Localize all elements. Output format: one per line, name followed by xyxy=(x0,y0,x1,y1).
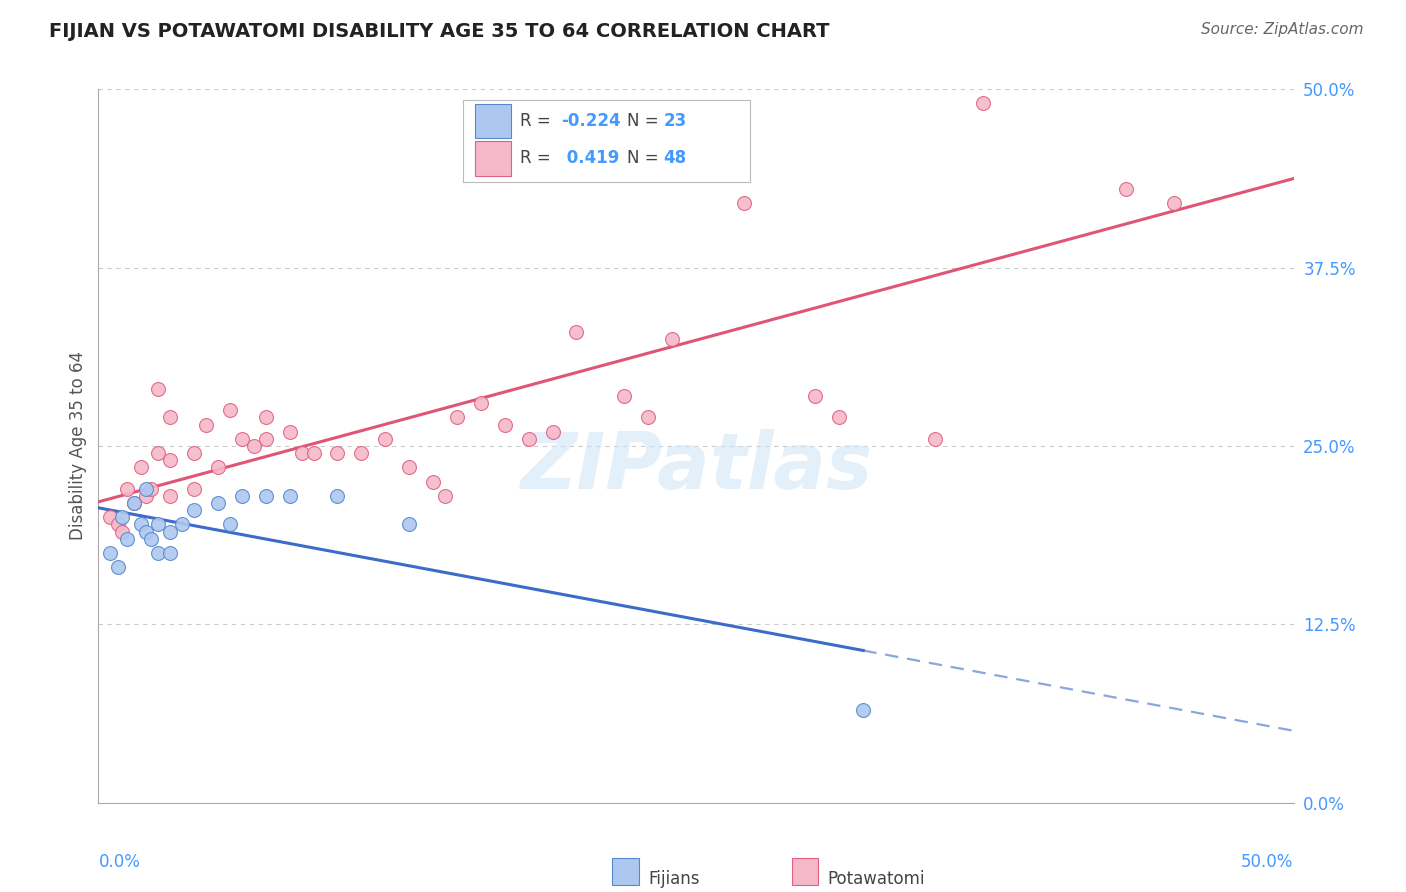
Point xyxy=(1163,196,1185,211)
Bar xyxy=(613,858,638,885)
Bar xyxy=(475,141,510,176)
Point xyxy=(302,446,325,460)
Point xyxy=(434,489,457,503)
Point xyxy=(98,510,122,524)
Point xyxy=(972,96,994,111)
Point xyxy=(350,446,373,460)
Point xyxy=(98,546,122,560)
Point xyxy=(159,546,181,560)
Point xyxy=(148,382,170,396)
Point xyxy=(111,510,134,524)
Text: 0.419: 0.419 xyxy=(561,150,619,168)
Point xyxy=(183,503,205,517)
Text: Fijians: Fijians xyxy=(648,870,700,888)
Point xyxy=(195,417,218,432)
Text: R =: R = xyxy=(520,150,557,168)
Point xyxy=(139,532,162,546)
Point xyxy=(111,524,134,539)
Point xyxy=(231,432,253,446)
Text: -0.224: -0.224 xyxy=(561,112,620,130)
Point xyxy=(131,517,153,532)
Point xyxy=(326,489,349,503)
Text: FIJIAN VS POTAWATOMI DISABILITY AGE 35 TO 64 CORRELATION CHART: FIJIAN VS POTAWATOMI DISABILITY AGE 35 T… xyxy=(49,22,830,41)
Point xyxy=(107,517,129,532)
Text: 50.0%: 50.0% xyxy=(1241,853,1294,871)
Point xyxy=(565,325,588,339)
Bar xyxy=(792,858,818,885)
Point xyxy=(107,560,129,574)
Point xyxy=(159,489,181,503)
Point xyxy=(115,532,138,546)
Text: Source: ZipAtlas.com: Source: ZipAtlas.com xyxy=(1201,22,1364,37)
Point xyxy=(852,703,875,717)
Point xyxy=(159,410,181,425)
Point xyxy=(278,425,301,439)
Point xyxy=(613,389,636,403)
Point xyxy=(183,482,205,496)
Point xyxy=(374,432,396,446)
Point xyxy=(159,453,181,467)
Point xyxy=(183,446,205,460)
Point xyxy=(148,517,170,532)
Point xyxy=(924,432,946,446)
Point xyxy=(135,524,157,539)
Point xyxy=(135,482,157,496)
Point xyxy=(446,410,468,425)
Point xyxy=(135,489,157,503)
Point xyxy=(254,432,277,446)
Y-axis label: Disability Age 35 to 64: Disability Age 35 to 64 xyxy=(69,351,87,541)
Point xyxy=(124,496,146,510)
Point xyxy=(398,460,420,475)
Point xyxy=(291,446,314,460)
Point xyxy=(422,475,444,489)
Point xyxy=(828,410,851,425)
Point xyxy=(131,460,153,475)
Point xyxy=(139,482,162,496)
Point xyxy=(733,196,755,211)
Point xyxy=(207,496,229,510)
Text: N =: N = xyxy=(627,112,664,130)
Point xyxy=(470,396,492,410)
Point xyxy=(494,417,516,432)
Point xyxy=(148,446,170,460)
Point xyxy=(637,410,659,425)
Point xyxy=(219,517,242,532)
Text: Potawatomi: Potawatomi xyxy=(827,870,925,888)
Point xyxy=(207,460,229,475)
Text: ZIPatlas: ZIPatlas xyxy=(520,429,872,506)
Text: 48: 48 xyxy=(664,150,686,168)
Text: 0.0%: 0.0% xyxy=(98,853,141,871)
FancyBboxPatch shape xyxy=(463,100,749,182)
Point xyxy=(219,403,242,417)
Point xyxy=(243,439,266,453)
Point xyxy=(115,482,138,496)
Point xyxy=(326,446,349,460)
Text: R =: R = xyxy=(520,112,557,130)
Point xyxy=(148,546,170,560)
Point xyxy=(517,432,540,446)
Point xyxy=(159,524,181,539)
Text: 23: 23 xyxy=(664,112,688,130)
Bar xyxy=(475,104,510,138)
Point xyxy=(804,389,827,403)
Text: N =: N = xyxy=(627,150,664,168)
Point xyxy=(172,517,194,532)
Point xyxy=(278,489,301,503)
Point xyxy=(661,332,683,346)
Point xyxy=(124,496,146,510)
Point xyxy=(254,489,277,503)
Point xyxy=(398,517,420,532)
Point xyxy=(1115,182,1137,196)
Point xyxy=(541,425,564,439)
Point xyxy=(231,489,253,503)
Point xyxy=(254,410,277,425)
Point xyxy=(1043,68,1066,82)
